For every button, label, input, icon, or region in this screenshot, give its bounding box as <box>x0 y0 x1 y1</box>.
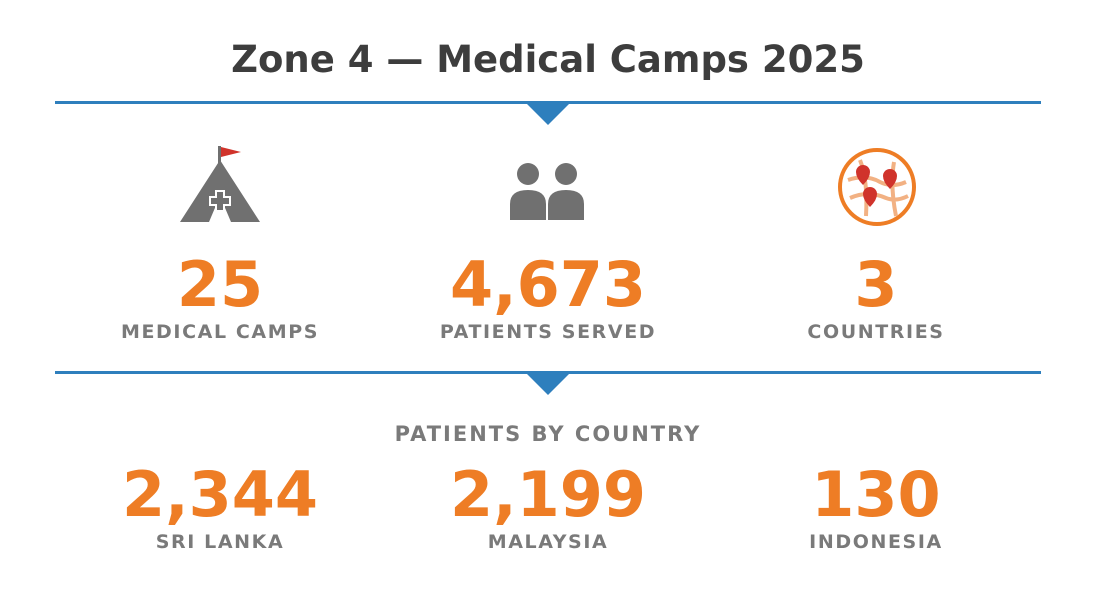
country-indonesia-value: 130 <box>811 458 941 531</box>
country-malaysia-label: MALAYSIA <box>487 531 609 553</box>
country-sri-lanka-label: SRI LANKA <box>155 531 285 553</box>
country-sri-lanka-value: 2,344 <box>121 458 319 531</box>
divider-bottom <box>55 371 1041 374</box>
stat-countries-label: COUNTRIES <box>807 321 945 343</box>
map-pins-icon <box>838 148 916 226</box>
country-malaysia-value: 2,199 <box>449 458 647 531</box>
section-heading-patients-by-country: PATIENTS BY COUNTRY <box>394 422 702 446</box>
stat-medical-camps-value: 25 <box>176 248 264 321</box>
stat-patients-served-value: 4,673 <box>449 248 647 321</box>
page-title: Zone 4 — Medical Camps 2025 <box>231 38 865 81</box>
divider-top <box>55 101 1041 104</box>
people-icon <box>510 163 584 220</box>
stat-countries-value: 3 <box>854 248 898 321</box>
medical-tent-flag-icon <box>180 146 260 222</box>
stat-medical-camps-label: MEDICAL CAMPS <box>120 321 320 343</box>
country-indonesia-label: INDONESIA <box>809 531 943 553</box>
stat-patients-served-label: PATIENTS SERVED <box>439 321 657 343</box>
divider-bottom-notch <box>527 374 569 395</box>
divider-top-notch <box>527 104 569 125</box>
